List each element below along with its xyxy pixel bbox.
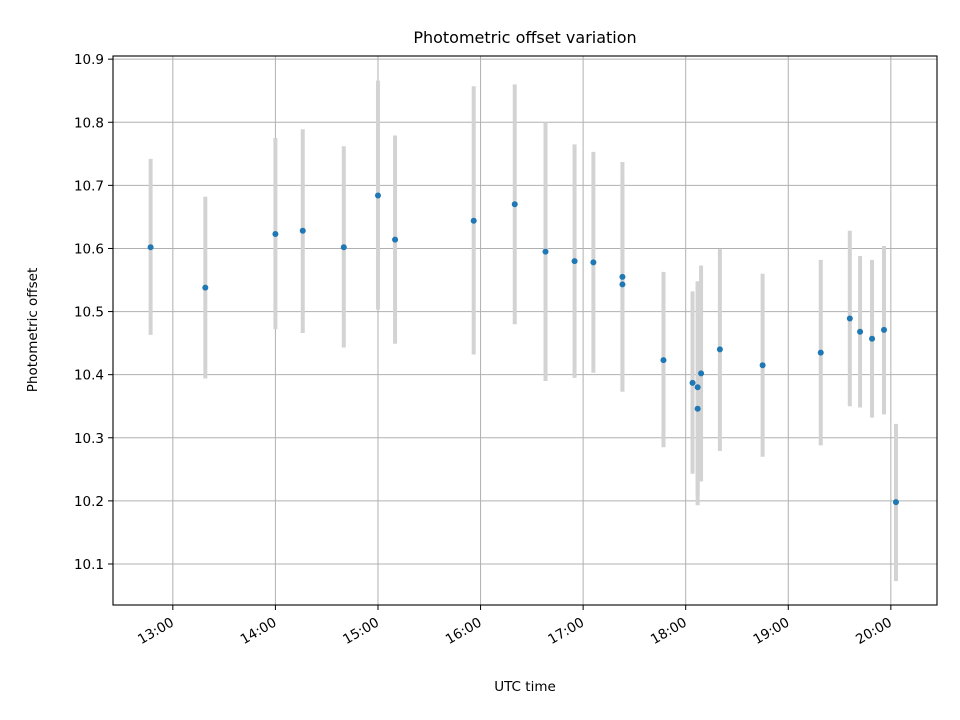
data-point — [590, 259, 597, 266]
y-tick-label: 10.8 — [74, 115, 104, 131]
data-point — [619, 273, 626, 280]
data-point — [571, 258, 578, 265]
data-point — [542, 248, 549, 255]
y-tick-label: 10.1 — [74, 557, 104, 573]
data-point — [299, 227, 306, 234]
data-point — [202, 284, 209, 291]
data-points — [147, 192, 899, 506]
data-point — [694, 405, 701, 412]
data-point — [892, 499, 899, 506]
chart-title: Photometric offset variation — [413, 28, 636, 47]
y-tick-label: 10.7 — [74, 178, 104, 194]
data-point — [272, 230, 279, 237]
data-point — [511, 201, 518, 208]
data-point — [147, 244, 154, 251]
data-point — [374, 192, 381, 199]
data-point — [619, 281, 626, 288]
data-point — [392, 236, 399, 243]
data-point — [857, 328, 864, 335]
plot-frame — [112, 55, 938, 606]
data-point — [660, 357, 667, 364]
x-axis-label: UTC time — [494, 679, 556, 695]
data-point — [340, 244, 347, 251]
data-point — [689, 379, 696, 386]
y-tick-label: 10.3 — [74, 431, 104, 447]
data-point — [470, 217, 477, 224]
y-axis-ticks: 10.1 10.2 10.3 10.4 10.5 10.6 10.7 10.8 10.9 — [74, 52, 113, 573]
y-tick-label: 10.6 — [74, 241, 104, 257]
data-point — [698, 370, 705, 377]
data-point — [881, 326, 888, 333]
y-tick-label: 10.9 — [74, 52, 104, 68]
data-point — [869, 335, 876, 342]
data-point — [759, 362, 766, 369]
y-tick-label: 10.2 — [74, 494, 104, 510]
y-tick-label: 10.5 — [74, 305, 104, 321]
data-point — [846, 315, 853, 322]
data-point — [716, 346, 723, 353]
data-point — [817, 349, 824, 356]
data-point — [694, 384, 701, 391]
grid — [113, 56, 937, 605]
y-axis-label: Photometric offset — [25, 268, 41, 392]
y-tick-label: 10.4 — [74, 368, 104, 384]
